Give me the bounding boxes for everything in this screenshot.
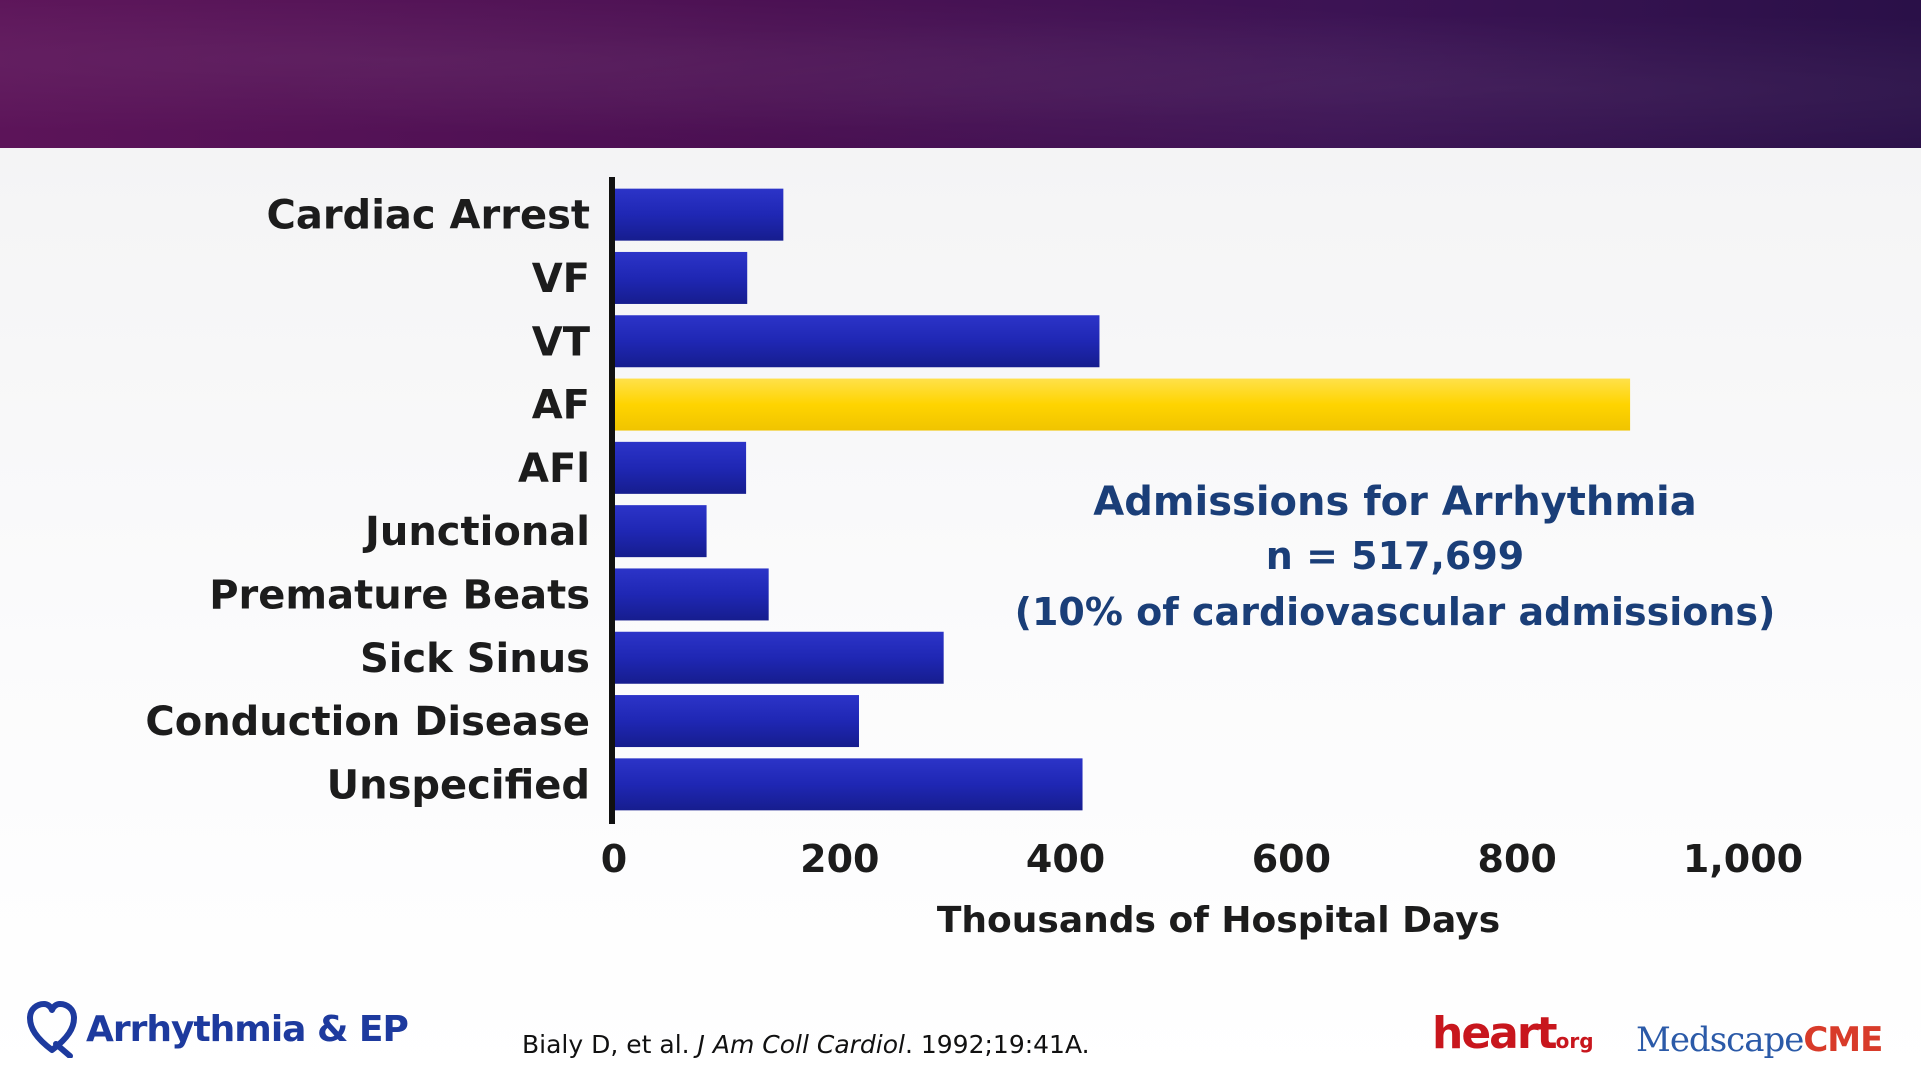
arrhythmia-ep-wordmark: Arrhythmia & EP (86, 1008, 409, 1050)
annotation-title: Admissions for Arrhythmia (1093, 479, 1697, 525)
bar-cardiac-arrest (614, 188, 784, 241)
x-axis-label: Thousands of Hospital Days (937, 900, 1500, 941)
category-label-vf: VF (532, 256, 590, 302)
citation: Bialy D, et al. J Am Coll Cardiol. 1992;… (522, 1030, 1090, 1059)
medscape-cme-logo: MedscapeCME (1636, 1020, 1883, 1060)
x-tick-label: 800 (1478, 837, 1557, 881)
bar-vt (614, 315, 1100, 368)
x-tick-label: 600 (1252, 837, 1331, 881)
category-label-unspecified: Unspecified (327, 762, 590, 808)
citation-journal: J Am Coll Cardiol (697, 1030, 905, 1059)
heart-outline-icon (27, 1001, 77, 1058)
category-label-sick-sinus: Sick Sinus (360, 636, 590, 682)
x-tick-label: 400 (1026, 837, 1105, 881)
bar-af (614, 378, 1631, 431)
heart-org-logo: heartorg (1432, 1008, 1594, 1059)
header-band (0, 0, 1921, 148)
medscape-wordmark: Medscape (1636, 1020, 1804, 1060)
chart-annotation: Admissions for Arrhythmia n = 517,699 (1… (990, 476, 1800, 640)
bar-vf (614, 251, 748, 304)
category-labels: Cardiac Arrest VF VT AF AFl Junctional Prematu… (145, 193, 590, 809)
category-label-af: AF (532, 383, 590, 429)
bars-layer (614, 188, 1631, 811)
x-axis: 0 200 400 600 800 1,000 (601, 177, 1803, 881)
category-label-afl: AFl (518, 446, 590, 492)
category-label-conduction-disease: Conduction Disease (145, 699, 590, 745)
category-label-junctional: Junctional (362, 509, 590, 555)
annotation-share: (10% of cardiovascular admissions) (1014, 590, 1776, 634)
arrhythmia-ep-logo: Arrhythmia & EP (26, 1000, 409, 1058)
footer: Arrhythmia & EP Bialy D, et al. J Am Col… (0, 990, 1921, 1081)
category-label-cardiac-arrest: Cardiac Arrest (266, 193, 590, 239)
x-tick-label: 1,000 (1683, 837, 1803, 881)
category-label-vt: VT (532, 319, 591, 365)
bar-premature-beats (614, 568, 769, 621)
bar-sick-sinus (614, 631, 944, 684)
citation-ref: . 1992;19:41A. (904, 1030, 1090, 1059)
x-tick-label: 200 (800, 837, 879, 881)
bar-unspecified (614, 758, 1083, 811)
citation-authors: Bialy D, et al. (522, 1030, 690, 1059)
category-label-premature-beats: Premature Beats (209, 572, 590, 618)
cme-wordmark: CME (1803, 1020, 1883, 1060)
heart-wordmark: heart (1432, 1008, 1558, 1059)
x-tick-label: 0 (601, 837, 627, 881)
bar-conduction-disease (614, 695, 859, 748)
heart-org-suffix: org (1555, 1029, 1594, 1053)
bar-afl (614, 441, 747, 494)
bar-junctional (614, 505, 707, 558)
annotation-count: n = 517,699 (1265, 534, 1525, 578)
